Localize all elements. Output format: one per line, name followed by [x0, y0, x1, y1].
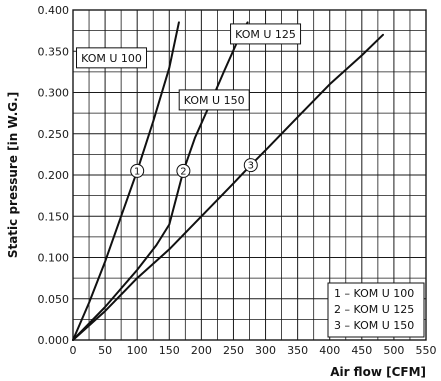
- x-tick-label: 450: [351, 344, 372, 357]
- x-tick-label: 350: [287, 344, 308, 357]
- x-axis-title: Air flow [CFM]: [330, 365, 426, 379]
- curve-label: KOM U 100: [81, 52, 142, 65]
- y-axis-title: Static pressure [in W.G.]: [6, 92, 20, 258]
- point-marker-circle: [130, 163, 145, 178]
- curve-label-box: [76, 47, 148, 69]
- x-tick-label: 550: [416, 344, 437, 357]
- x-tick-label: 50: [98, 344, 112, 357]
- point-marker-label: 3: [248, 161, 254, 172]
- x-tick-label: 100: [127, 344, 148, 357]
- x-tick-label: 250: [223, 344, 244, 357]
- legend-box: [327, 282, 425, 338]
- y-tick-label: 0.100: [38, 252, 70, 265]
- y-tick-label: 0.300: [38, 87, 70, 100]
- legend-item: 3 – KOM U 150: [334, 319, 414, 332]
- y-tick-label: 0.200: [38, 169, 70, 182]
- point-marker-label: 2: [180, 166, 186, 177]
- y-tick-label: 0.050: [38, 293, 70, 306]
- y-tick-labels: 0.000 0.050 0.100 0.150 0.200 0.250 0.300 0.350…: [38, 4, 70, 347]
- y-tick-label: 0.250: [38, 128, 70, 141]
- legend-item: 1 – KOM U 100: [334, 287, 414, 300]
- curve-label-box: [230, 23, 302, 45]
- x-tick-labels: 0 50 100 150 200 250 300 350 400 450 500 550: [70, 344, 437, 357]
- y-tick-label: 0.350: [38, 45, 70, 58]
- point-marker-circle: [176, 163, 191, 178]
- curve-label: KOM U 125: [235, 28, 296, 41]
- y-tick-label: 0.150: [38, 210, 70, 223]
- y-tick-label: 0.400: [38, 4, 70, 17]
- x-tick-label: 300: [255, 344, 276, 357]
- x-tick-label: 200: [191, 344, 212, 357]
- plot-frame: [72, 9, 427, 341]
- legend: 1 – KOM U 100 2 – KOM U 125 3 – KOM U 150: [327, 282, 425, 338]
- series-line-1: [72, 21, 180, 341]
- x-tick-label: 400: [319, 344, 340, 357]
- series-line-3: [72, 33, 384, 341]
- legend-item: 2 – KOM U 125: [334, 303, 414, 316]
- y-tick-label: 0.000: [38, 334, 70, 347]
- curve-label-box: [178, 89, 250, 111]
- x-tick-label: 150: [159, 344, 180, 357]
- point-marker-circle: [243, 158, 258, 173]
- curve-labels: KOM U 100 KOM U 125 KOM U 150: [76, 23, 302, 111]
- x-tick-label: 500: [383, 344, 404, 357]
- x-tick-label: 0: [70, 344, 77, 357]
- curve-label: KOM U 150: [184, 94, 245, 107]
- point-marker-label: 1: [134, 166, 140, 177]
- point-markers: 1 2 3: [130, 158, 258, 178]
